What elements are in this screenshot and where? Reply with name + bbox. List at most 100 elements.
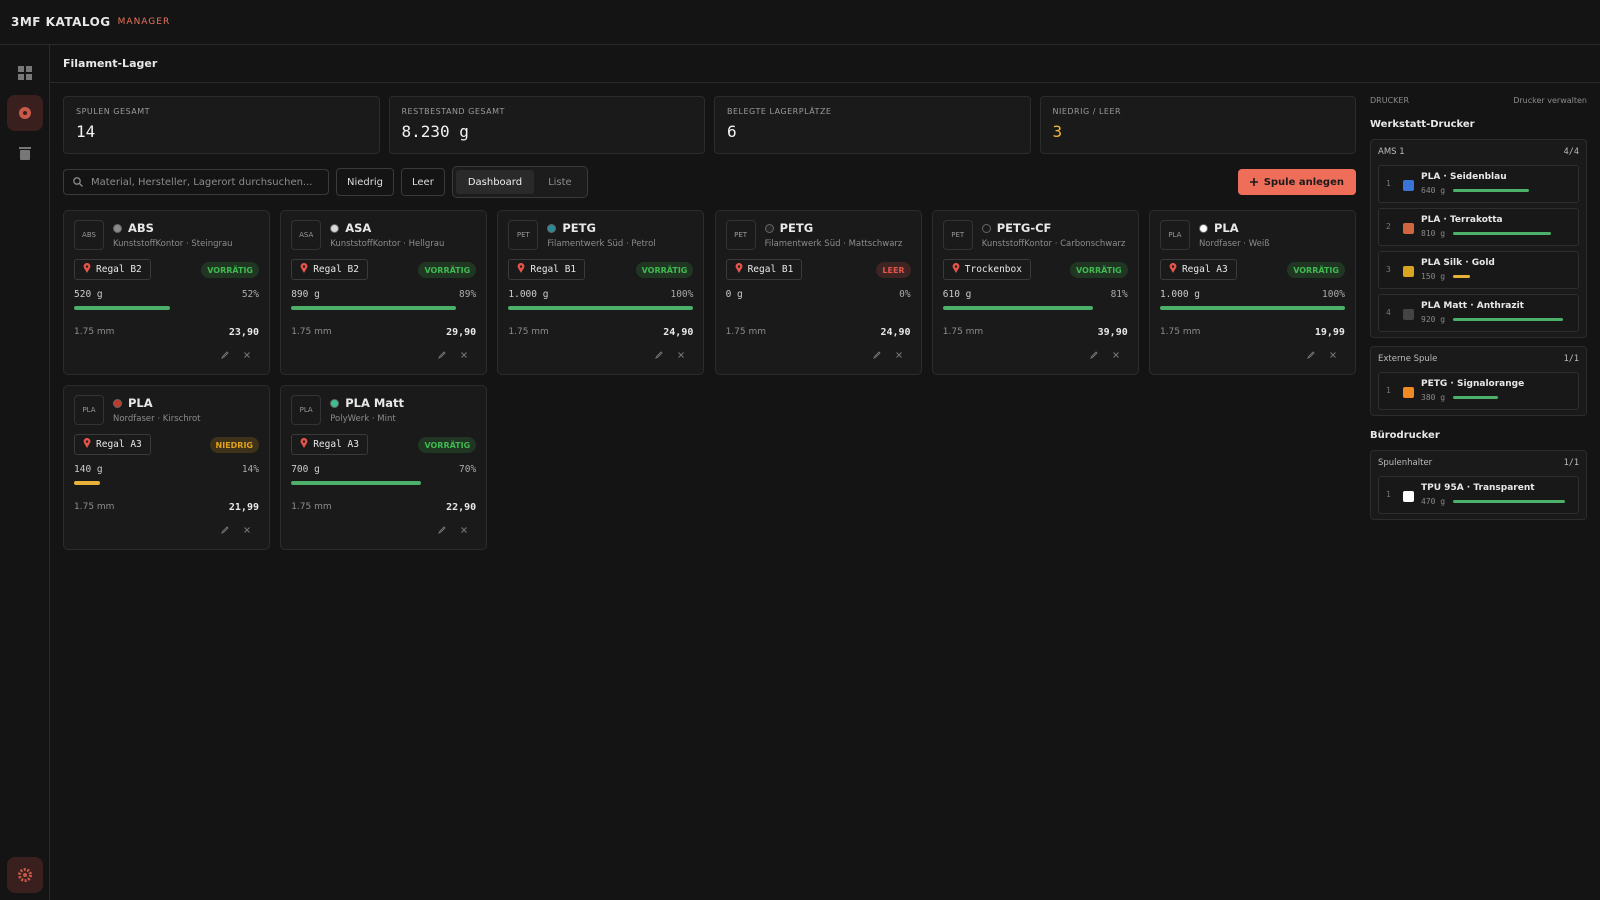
spool-card[interactable]: PLA PLA Nordfaser · Kirschrot Regal A3 NIEDR… <box>63 385 270 550</box>
view-tab[interactable]: Liste <box>548 176 572 188</box>
delete-button[interactable] <box>677 349 685 362</box>
location-text: Regal B1 <box>747 264 794 275</box>
diameter: 1.75 mm <box>508 327 549 337</box>
delete-button[interactable] <box>243 349 251 362</box>
maker: PolyWerk · Mint <box>330 414 396 424</box>
percent: 52% <box>241 289 259 300</box>
edit-button[interactable] <box>1306 349 1315 362</box>
nav-dashboard[interactable] <box>7 55 43 91</box>
pin-icon <box>300 262 308 276</box>
slot-weight: 380 g <box>1421 393 1446 402</box>
edit-button[interactable] <box>438 349 446 362</box>
delete-button[interactable] <box>460 524 468 537</box>
printer-name: Bürodrucker <box>1370 430 1440 441</box>
weight: 520 g <box>74 289 103 300</box>
percent: 100% <box>670 289 694 300</box>
stat-label: SPULEN GESAMT <box>76 107 151 116</box>
slot-bar <box>1453 318 1563 321</box>
slot-name: PLA Silk · Gold <box>1421 258 1495 268</box>
material-badge: PET <box>725 220 756 250</box>
edit-button[interactable] <box>220 524 229 537</box>
fill-bar <box>291 481 421 485</box>
location-text: Regal A3 <box>313 439 359 450</box>
edit-button[interactable] <box>655 349 664 362</box>
material-row: PETG <box>764 221 813 235</box>
slot[interactable]: 2 PLA · Terrakotta 810 g <box>1378 208 1579 246</box>
manage-link[interactable]: Drucker verwalten <box>1513 96 1587 105</box>
view-tab[interactable]: Dashboard <box>455 170 535 194</box>
top-bar: 3MF KATALOG MANAGER <box>0 0 1600 45</box>
slot-name: PETG · Signalorange <box>1421 379 1525 389</box>
spool-card[interactable]: PET PETG-CF KunststoffKontor · Carbonschwa… <box>931 210 1139 375</box>
fill-bar <box>1159 306 1345 310</box>
material-name: ASA <box>345 221 372 235</box>
spool-card[interactable]: PLA PLA Matt PolyWerk · Mint Regal A3 VORRÄT… <box>280 385 488 550</box>
spool-card[interactable]: ABS ABS KunststoffKontor · Steingrau Regal … <box>63 210 270 375</box>
search[interactable]: Material, Hersteller, Lagerort durchsuch… <box>63 169 329 195</box>
delete-button[interactable] <box>1329 349 1337 362</box>
slot[interactable]: 1 PLA · Seidenblau 640 g <box>1378 165 1579 203</box>
filter-button[interactable]: Niedrig <box>336 168 394 196</box>
material-badge: PLA <box>1159 220 1190 250</box>
slot[interactable]: 1 TPU 95A · Transparent 470 g <box>1378 476 1579 514</box>
slot[interactable]: 4 PLA Matt · Anthrazit 920 g <box>1378 294 1579 332</box>
percent: 89% <box>459 289 477 300</box>
card-actions <box>872 349 903 362</box>
material-row: PLA Matt <box>330 396 404 410</box>
spool-card[interactable]: PLA PLA Nordfaser · Weiß Regal A3 VORRÄTIG 1.… <box>1148 210 1356 375</box>
location-text: Regal B1 <box>530 264 577 275</box>
spool-card[interactable]: PET PETG Filamentwerk Süd · Mattschwarz Reg… <box>714 210 922 375</box>
slot[interactable]: 3 PLA Silk · Gold 150 g <box>1378 251 1579 289</box>
color-dot <box>547 223 557 233</box>
stat-card: NIEDRIG / LEER 3 <box>1039 96 1356 154</box>
slot[interactable]: 1 PETG · Signalorange 380 g <box>1378 372 1579 410</box>
slot-bar <box>1453 275 1471 278</box>
nav-settings[interactable] <box>7 857 43 893</box>
nav-trash[interactable] <box>7 135 43 171</box>
maker: Nordfaser · Kirschrot <box>113 414 201 424</box>
edit-button[interactable] <box>872 349 881 362</box>
fill-bar <box>291 306 456 310</box>
fill-track <box>942 306 1128 310</box>
weight: 700 g <box>291 464 320 475</box>
slot-weight: 150 g <box>1421 272 1446 281</box>
color-dot <box>330 223 340 233</box>
slot-swatch <box>1403 491 1414 502</box>
delete-button[interactable] <box>460 349 468 362</box>
card-actions <box>1089 349 1120 362</box>
status-badge: VORRÄTIG <box>635 262 694 278</box>
spool-card[interactable]: ASA ASA KunststoffKontor · Hellgrau Regal B… <box>280 210 488 375</box>
pin-icon <box>952 262 960 276</box>
slot-name: PLA Matt · Anthrazit <box>1421 301 1524 311</box>
unit-name: AMS 1 <box>1378 147 1405 157</box>
status-badge: LEER <box>876 262 911 278</box>
slot-name: PLA · Terrakotta <box>1421 215 1503 225</box>
unit-header: Spulenhalter 1/1 <box>1378 458 1579 468</box>
slot-bar <box>1453 189 1529 192</box>
stat-value: 8.230 g <box>401 122 469 141</box>
diameter: 1.75 mm <box>725 327 766 337</box>
add-spool-button[interactable]: Spule anlegen <box>1237 169 1356 195</box>
sidebar <box>0 45 50 900</box>
delete-button[interactable] <box>895 349 903 362</box>
nav-filament[interactable] <box>7 95 43 131</box>
spool-card[interactable]: PET PETG Filamentwerk Süd · Petrol Regal B1… <box>497 210 705 375</box>
page-header: Filament-Lager <box>50 45 1600 83</box>
fill-bar <box>508 306 694 310</box>
edit-button[interactable] <box>438 524 446 537</box>
edit-button[interactable] <box>220 349 229 362</box>
material-row: ASA <box>330 221 371 235</box>
stat-card: SPULEN GESAMT 14 <box>63 96 380 154</box>
edit-button[interactable] <box>1089 349 1098 362</box>
filter-button[interactable]: Leer <box>401 168 445 196</box>
slot-name: PLA · Seidenblau <box>1421 172 1507 182</box>
location-text: Regal B2 <box>96 264 142 275</box>
slot-swatch <box>1403 180 1414 191</box>
unit-name: Externe Spule <box>1378 354 1438 364</box>
slot-track <box>1453 500 1575 503</box>
delete-button[interactable] <box>1112 349 1120 362</box>
slot-weight: 640 g <box>1421 186 1446 195</box>
delete-button[interactable] <box>243 524 251 537</box>
